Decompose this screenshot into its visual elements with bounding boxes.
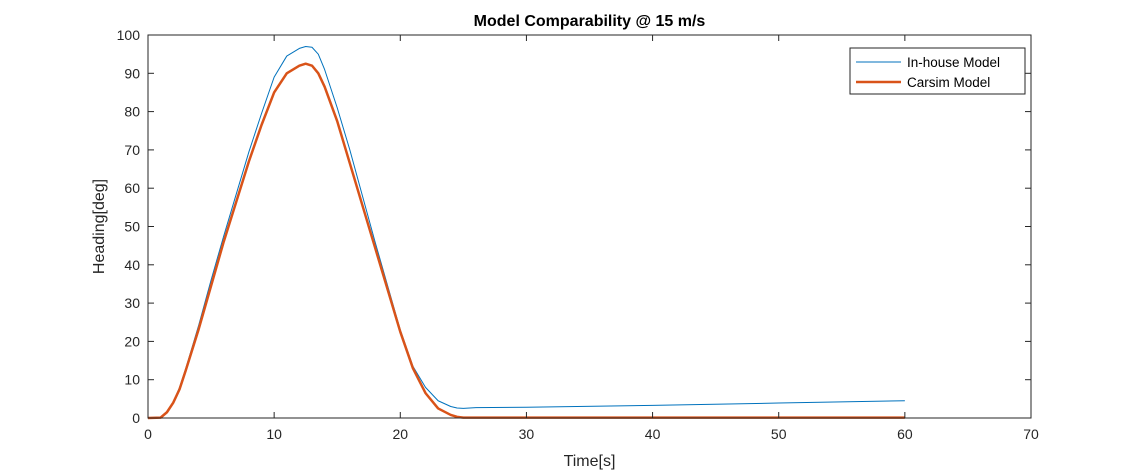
y-tick-label: 0 xyxy=(132,410,140,426)
y-tick-label: 70 xyxy=(124,142,140,158)
legend-label-in-house-model: In-house Model xyxy=(907,55,1000,70)
legend-box xyxy=(849,47,1026,95)
y-tick-label: 40 xyxy=(124,257,140,273)
chart-title: Model Comparability @ 15 m/s xyxy=(474,13,706,30)
legend-label-carsim-model: Carsim Model xyxy=(907,75,990,90)
x-tick-label: 60 xyxy=(897,426,913,442)
y-tick-label: 60 xyxy=(124,180,140,196)
y-tick-label: 100 xyxy=(117,27,141,43)
y-tick-label: 10 xyxy=(124,372,140,388)
y-tick-label: 90 xyxy=(124,65,140,81)
x-tick-label: 70 xyxy=(1023,426,1039,442)
legend: In-house Model Carsim Model xyxy=(849,47,1026,95)
x-tick-label: 40 xyxy=(645,426,661,442)
x-tick-label: 50 xyxy=(771,426,787,442)
y-axis: 0 10 20 30 40 50 60 70 80 90 100 xyxy=(117,27,1031,426)
x-tick-label: 30 xyxy=(519,426,535,442)
x-axis-label: Time[s] xyxy=(564,453,616,470)
y-tick-label: 50 xyxy=(124,219,140,235)
x-tick-label: 0 xyxy=(144,426,152,442)
x-tick-label: 10 xyxy=(266,426,282,442)
x-tick-label: 20 xyxy=(392,426,408,442)
y-tick-label: 30 xyxy=(124,295,140,311)
y-tick-label: 80 xyxy=(124,104,140,120)
y-tick-label: 20 xyxy=(124,333,140,349)
x-axis: 0 10 20 30 40 50 60 70 xyxy=(144,35,1039,442)
plot-area xyxy=(148,35,1031,418)
y-axis-label: Heading[deg] xyxy=(91,179,108,274)
